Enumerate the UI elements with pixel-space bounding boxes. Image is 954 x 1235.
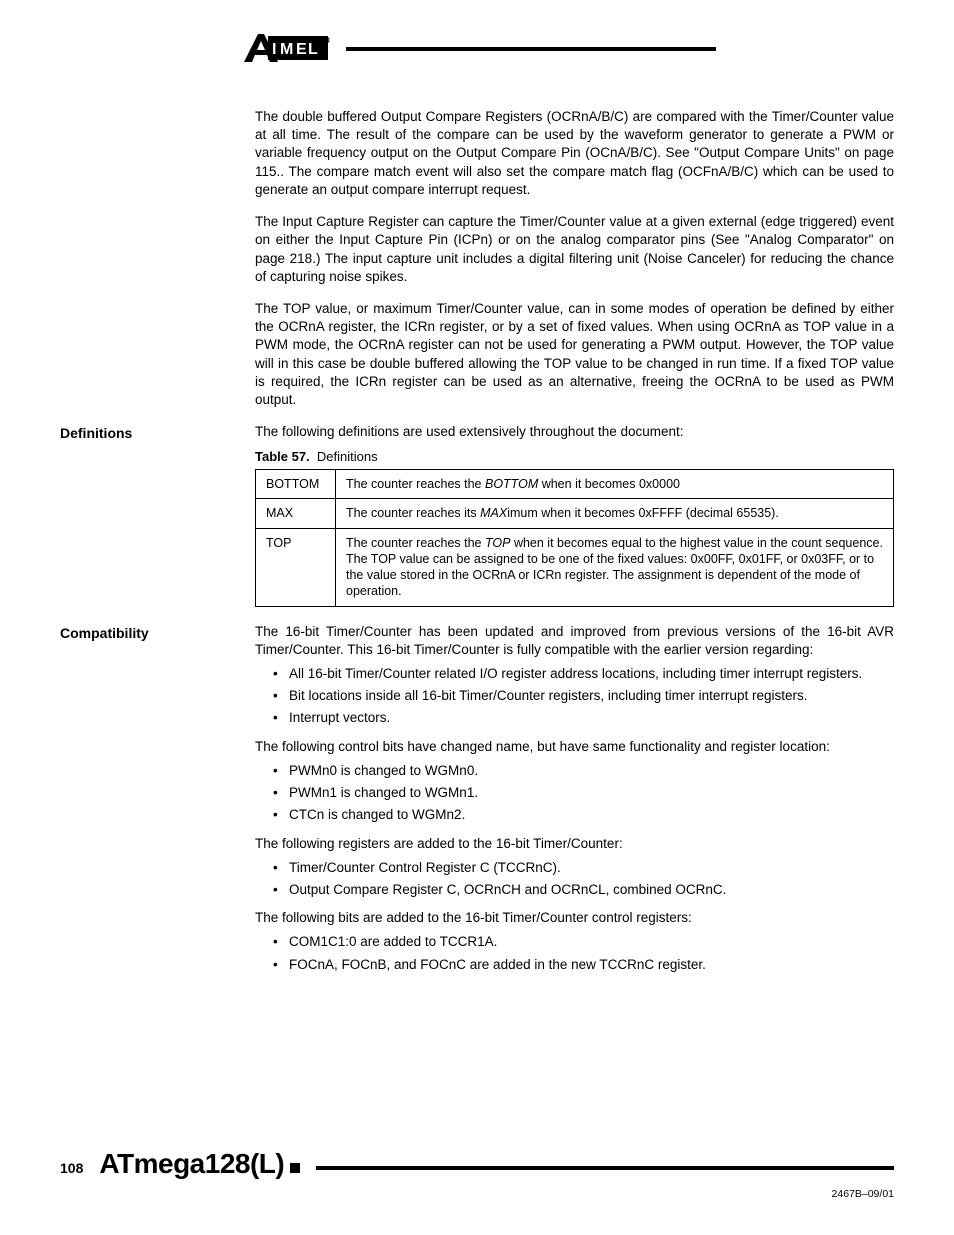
table-title: Definitions	[317, 449, 378, 464]
list-item: PWMn1 is changed to WGMn1.	[273, 784, 894, 802]
desc-pre: The counter reaches its	[346, 506, 480, 520]
term-cell: BOTTOM	[256, 470, 336, 499]
desc-cell: The counter reaches its MAXimum when it …	[336, 499, 894, 528]
heading-definitions: Definitions	[60, 423, 255, 443]
list-item: All 16-bit Timer/Counter related I/O reg…	[273, 665, 894, 683]
footer-line: 108 ATmega128(L)	[60, 1145, 894, 1183]
page-footer: 108 ATmega128(L) 2467B–09/01	[60, 1145, 894, 1201]
desc-pre: The counter reaches the	[346, 477, 485, 491]
desc-em: MAX	[480, 506, 507, 520]
compat-intro: The 16-bit Timer/Counter has been update…	[255, 623, 894, 659]
compat-list-3: Timer/Counter Control Register C (TCCRnC…	[255, 859, 894, 899]
compat-p2: The following control bits have changed …	[255, 738, 894, 756]
table-row: TOP The counter reaches the TOP when it …	[256, 528, 894, 606]
list-item: Output Compare Register C, OCRnCH and OC…	[273, 881, 894, 899]
para-2: The Input Capture Register can capture t…	[255, 213, 894, 286]
svg-text:L: L	[308, 41, 318, 58]
desc-pre: The counter reaches the	[346, 536, 485, 550]
svg-text:M: M	[280, 41, 293, 58]
compat-list-4: COM1C1:0 are added to TCCR1A. FOCnA, FOC…	[255, 933, 894, 973]
compat-p3: The following registers are added to the…	[255, 835, 894, 853]
desc-cell: The counter reaches the BOTTOM when it b…	[336, 470, 894, 499]
desc-cell: The counter reaches the TOP when it beco…	[336, 528, 894, 606]
compat-list-1: All 16-bit Timer/Counter related I/O reg…	[255, 665, 894, 728]
desc-em: TOP	[485, 536, 510, 550]
svg-text:E: E	[296, 41, 307, 58]
list-item: Timer/Counter Control Register C (TCCRnC…	[273, 859, 894, 877]
svg-text:I: I	[272, 41, 276, 58]
list-item: PWMn0 is changed to WGMn0.	[273, 762, 894, 780]
footer-rule	[316, 1166, 894, 1170]
page-content: The double buffered Output Compare Regis…	[60, 108, 894, 984]
definitions-table: BOTTOM The counter reaches the BOTTOM wh…	[255, 469, 894, 607]
list-item: COM1C1:0 are added to TCCR1A.	[273, 933, 894, 951]
table-label: Table 57.	[255, 449, 310, 464]
footer-square-icon	[290, 1163, 300, 1173]
list-item: Bit locations inside all 16-bit Timer/Co…	[273, 687, 894, 705]
list-item: CTCn is changed to WGMn2.	[273, 806, 894, 824]
term-cell: MAX	[256, 499, 336, 528]
term-cell: TOP	[256, 528, 336, 606]
desc-em: BOTTOM	[485, 477, 538, 491]
main-compatibility: The 16-bit Timer/Counter has been update…	[255, 623, 894, 984]
compat-list-2: PWMn0 is changed to WGMn0. PWMn1 is chan…	[255, 762, 894, 825]
definitions-intro: The following definitions are used exten…	[255, 423, 894, 441]
desc-post: imum when it becomes 0xFFFF (decimal 655…	[507, 506, 779, 520]
table-caption: Table 57. Definitions	[255, 448, 894, 466]
side-empty	[60, 108, 255, 109]
atmel-logo: I M E L R	[238, 30, 338, 68]
heading-compatibility: Compatibility	[60, 623, 255, 643]
para-1: The double buffered Output Compare Regis…	[255, 108, 894, 199]
main-definitions: The following definitions are used exten…	[255, 423, 894, 622]
compat-p4: The following bits are added to the 16-b…	[255, 909, 894, 927]
row-compatibility: Compatibility The 16-bit Timer/Counter h…	[60, 623, 894, 984]
para-3: The TOP value, or maximum Timer/Counter …	[255, 300, 894, 409]
desc-post: when it becomes 0x0000	[538, 477, 680, 491]
row-definitions: Definitions The following definitions ar…	[60, 423, 894, 622]
header-rule	[346, 47, 716, 51]
list-item: Interrupt vectors.	[273, 709, 894, 727]
main-intro: The double buffered Output Compare Regis…	[255, 108, 894, 423]
table-row: BOTTOM The counter reaches the BOTTOM wh…	[256, 470, 894, 499]
page-number: 108	[60, 1159, 83, 1178]
svg-text:R: R	[324, 39, 328, 45]
document-id: 2467B–09/01	[60, 1187, 894, 1201]
list-item: FOCnA, FOCnB, and FOCnC are added in the…	[273, 956, 894, 974]
document-title: ATmega128(L)	[99, 1145, 284, 1183]
header-logo-row: I M E L R	[60, 30, 894, 68]
row-intro: The double buffered Output Compare Regis…	[60, 108, 894, 423]
table-row: MAX The counter reaches its MAXimum when…	[256, 499, 894, 528]
